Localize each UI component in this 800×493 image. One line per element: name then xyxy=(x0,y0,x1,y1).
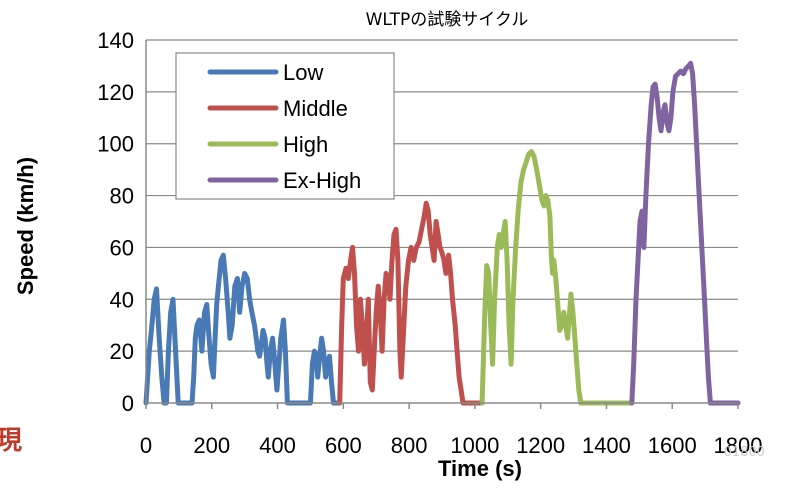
x-tick-label-400: 400 xyxy=(259,433,296,458)
y-axis-label: Speed (km/h) xyxy=(13,157,38,295)
y-tick-label-40: 40 xyxy=(110,287,134,312)
axes xyxy=(145,40,739,409)
cropped-edge-text: 現 xyxy=(0,426,22,456)
y-tick-label-60: 60 xyxy=(110,235,134,260)
x-tick-label-1000: 1000 xyxy=(450,433,499,458)
x-tick-label-1800: 1800 xyxy=(714,433,763,458)
x-tick-label-1200: 1200 xyxy=(516,433,565,458)
series-line-middle xyxy=(337,200,485,406)
y-tick-label-120: 120 xyxy=(97,80,134,105)
watermark: 01800 xyxy=(724,445,765,460)
x-tick-label-200: 200 xyxy=(193,433,230,458)
y-tick-label-140: 140 xyxy=(97,28,134,53)
legend: Low Middle High Ex-High xyxy=(175,52,395,200)
y-tick-label-100: 100 xyxy=(97,132,134,157)
legend-label-middle: Middle xyxy=(283,96,348,121)
y-tick-label-80: 80 xyxy=(110,184,134,209)
x-tick-label-0: 0 xyxy=(140,433,152,458)
legend-label-high: High xyxy=(283,132,328,157)
y-tick-label-0: 0 xyxy=(122,391,134,416)
x-tick-label-600: 600 xyxy=(325,433,362,458)
chart-title: WLTPの試験サイクル xyxy=(366,10,529,30)
x-tick-label-800: 800 xyxy=(391,433,428,458)
y-tick-label-20: 20 xyxy=(110,339,134,364)
legend-label-ex-high: Ex-High xyxy=(283,168,361,193)
legend-label-low: Low xyxy=(283,60,323,85)
series-line-high xyxy=(479,149,635,406)
legend-box xyxy=(175,52,395,200)
x-tick-label-1400: 1400 xyxy=(582,433,631,458)
x-axis-label: Time (s) xyxy=(438,456,522,481)
series-line-ex-high xyxy=(629,60,741,406)
x-tick-label-1600: 1600 xyxy=(648,433,697,458)
